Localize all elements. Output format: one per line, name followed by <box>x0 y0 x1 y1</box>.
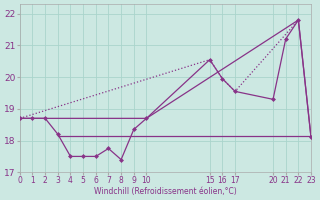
X-axis label: Windchill (Refroidissement éolien,°C): Windchill (Refroidissement éolien,°C) <box>94 187 237 196</box>
